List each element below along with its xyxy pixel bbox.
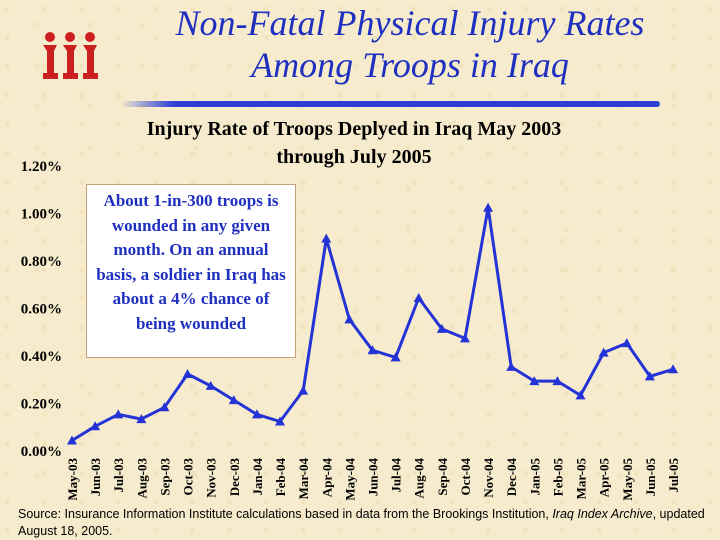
data-point [182,369,193,378]
slide-title-line1: Non-Fatal Physical Injury Rates [175,3,645,43]
x-tick-label: Jun-03 [88,458,103,497]
callout-text: About 1-in-300 troops is wounded in any … [96,191,286,333]
x-tick-label: Jun-04 [366,458,381,497]
x-tick-label: Jul-05 [666,458,681,493]
x-tick-label: Oct-03 [181,458,196,496]
data-point [90,421,101,431]
slide-title: Non-Fatal Physical Injury Rates Among Tr… [110,2,710,86]
data-point [159,402,170,412]
x-tick-label: Dec-04 [504,458,519,497]
callout-box: About 1-in-300 troops is wounded in any … [86,184,296,358]
x-tick-label: Apr-05 [597,458,612,498]
data-point [668,364,678,374]
source-italic: Iraq Index Archive [552,507,653,521]
data-point [529,376,540,386]
y-tick-label: 1.00% [21,207,62,223]
x-tick-label: Nov-04 [481,458,496,498]
data-point [506,361,517,371]
data-point [621,338,632,348]
chart-title-line1: Injury Rate of Troops Deplyed in Iraq Ma… [147,118,561,140]
data-point [390,352,401,362]
title-rule [120,101,660,107]
data-point [644,371,655,381]
data-point [483,202,494,212]
data-point [275,416,286,426]
x-tick-label: Jan-05 [527,458,542,496]
x-tick-label: Jul-03 [111,458,126,493]
x-tick-label: May-03 [65,458,80,501]
data-point [298,385,309,395]
data-point [321,233,332,243]
source-prefix: Source: Insurance Information Institute … [18,507,553,521]
data-point [598,347,609,357]
y-tick-label: 0.40% [21,349,62,365]
iii-logo [40,30,104,82]
chart-series [67,202,678,445]
x-tick-label: May-05 [620,458,635,501]
data-point [228,395,239,405]
x-tick-label: Apr-04 [319,458,334,498]
x-tick-label: Jul-04 [389,458,404,493]
data-point [136,414,147,424]
chart-title-line2: through July 2005 [276,146,431,168]
x-tick-label: Aug-04 [412,458,427,499]
slide-title-line2: Among Troops in Iraq [251,45,569,85]
x-tick-label: Feb-04 [273,458,288,497]
y-tick-label: 0.80% [21,254,62,270]
y-tick-label: 1.20% [21,159,62,175]
data-point [251,409,262,419]
data-point [413,293,424,302]
data-point [205,380,216,390]
x-tick-label: Mar-04 [296,458,311,500]
y-tick-label: 0.00% [21,444,62,460]
data-point [575,390,586,400]
x-tick-label: Mar-05 [574,458,589,500]
data-point [459,333,470,343]
x-tick-label: Aug-03 [134,458,149,499]
y-tick-label: 0.20% [21,397,62,413]
y-tick-label: 0.60% [21,302,62,318]
source-note: Source: Insurance Information Institute … [18,506,718,540]
data-point [67,435,77,445]
x-tick-label: Nov-03 [204,458,219,498]
source-suffix: , updated August 18, 2005. [18,507,705,538]
x-tick-label: May-04 [342,458,357,501]
x-tick-label: Jun-05 [643,458,658,497]
x-tick-label: Sep-04 [435,458,450,496]
data-point [113,409,124,419]
data-point [552,376,563,386]
data-point [367,345,378,355]
data-point [436,323,447,333]
x-tick-label: Jan-04 [250,458,265,496]
chart-axes: 0.00% 0.20% 0.40% 0.60% 0.80% 1.00% 1.20% May-0… [21,159,681,501]
data-point [344,314,355,324]
x-tick-label: Oct-04 [458,458,473,496]
x-tick-label: Feb-05 [550,458,565,497]
x-tick-label: Dec-03 [227,458,242,497]
x-tick-label: Sep-03 [157,458,172,496]
